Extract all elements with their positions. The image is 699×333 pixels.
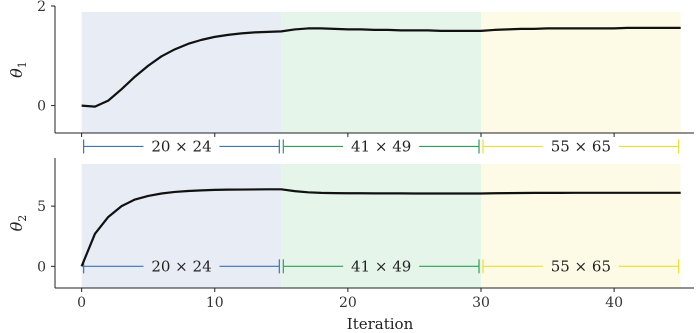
y-tick-label: 0 [37,259,46,275]
region-0 [81,164,282,288]
span-annotation: 41 × 49 [282,137,480,155]
span-label: 20 × 24 [151,137,211,155]
series-line [81,26,681,108]
span-annotation: 55 × 65 [482,137,680,155]
region-1 [281,164,481,288]
span-annotation: 20 × 24 [83,257,280,275]
span-label: 41 × 49 [351,257,411,275]
span-annotation: 20 × 24 [83,137,280,155]
region-2 [481,164,681,288]
span-label: 41 × 49 [351,137,411,155]
y-tick-label: 0 [37,99,46,115]
x-tick-label: 20 [339,295,357,311]
span-annotation: 55 × 65 [482,257,680,275]
y-tick-label: 2 [37,0,46,15]
x-tick-label: 10 [206,295,224,311]
x-tick-label: 0 [77,295,86,311]
span-label: 55 × 65 [551,137,611,155]
region-2 [481,12,681,133]
span-label: 20 × 24 [151,257,211,275]
x-tick-label: 30 [472,295,490,311]
span-annotation: 41 × 49 [282,257,480,275]
x-tick-label: 40 [605,295,623,311]
y-axis-label: θ1 [7,61,29,78]
region-0 [81,12,282,133]
y-tick-label: 5 [37,199,46,215]
y-axis-label: θ2 [7,215,29,232]
panel-theta1: 0 2 θ1 20 × 24 41 × 49 55 × 65 [7,0,694,155]
x-axis-label: Iteration [347,315,414,333]
region-1 [281,12,481,133]
panel-theta2: 0 5 0 10 20 30 40 θ2 20 × 24 41 × 49 55 × 65 [7,158,694,311]
series-line [80,188,681,267]
span-label: 55 × 65 [551,257,611,275]
